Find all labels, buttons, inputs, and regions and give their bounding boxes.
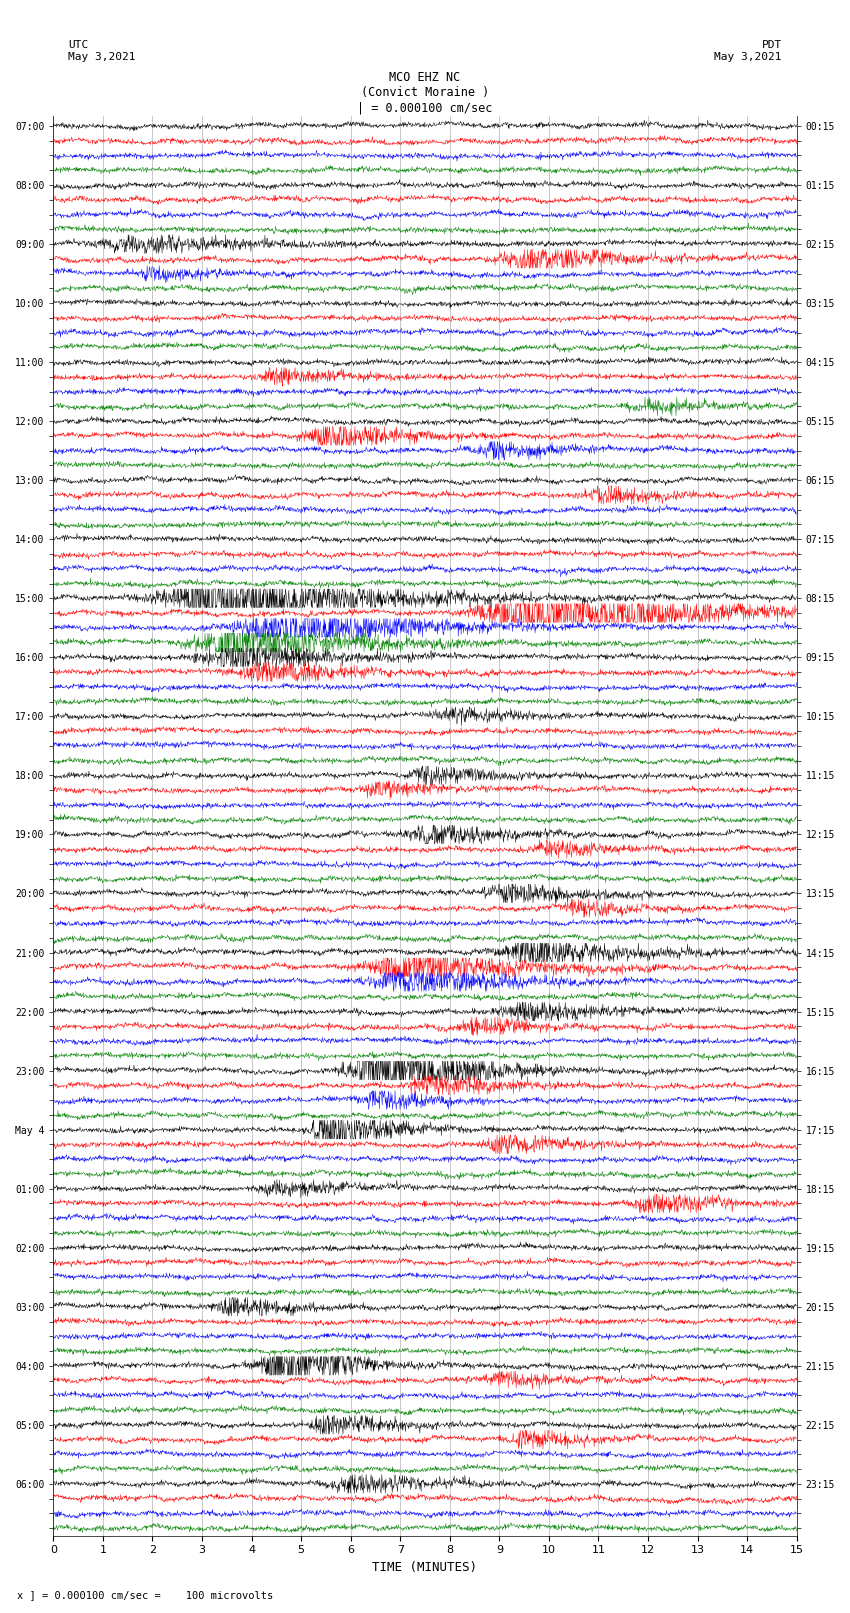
Text: UTC: UTC	[68, 40, 88, 50]
Text: May 3,2021: May 3,2021	[715, 52, 782, 61]
Text: May 3,2021: May 3,2021	[68, 52, 135, 61]
X-axis label: TIME (MINUTES): TIME (MINUTES)	[372, 1561, 478, 1574]
Title: MCO EHZ NC
(Convict Moraine )
| = 0.000100 cm/sec: MCO EHZ NC (Convict Moraine ) | = 0.0001…	[357, 71, 493, 115]
Text: PDT: PDT	[762, 40, 782, 50]
Text: x ] = 0.000100 cm/sec =    100 microvolts: x ] = 0.000100 cm/sec = 100 microvolts	[17, 1590, 273, 1600]
